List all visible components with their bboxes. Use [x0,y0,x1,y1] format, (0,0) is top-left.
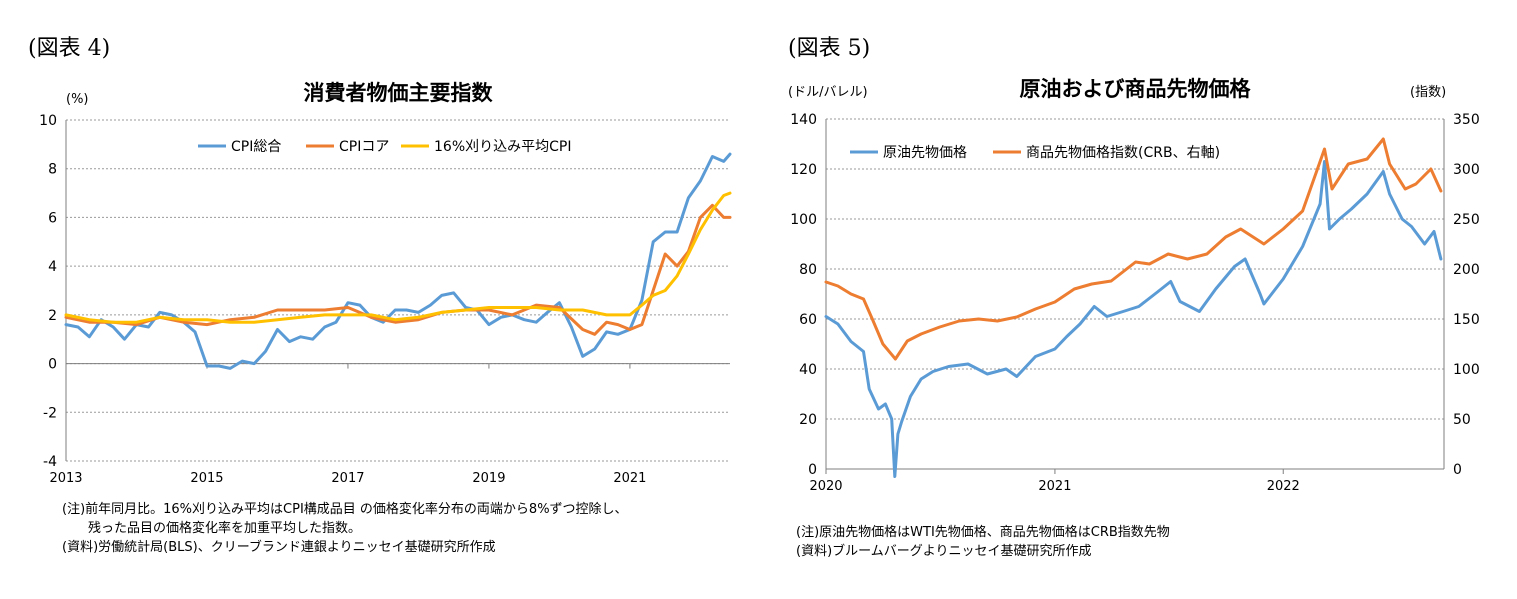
footnote-source: (資料)ブルームバーグよりニッセイ基礎研究所作成 [796,544,1092,559]
footnote-note-continued: 残った品目の価格変化率を加重平均した指数。 [88,521,362,536]
y2-axis-title: (指数) [1410,85,1446,100]
x-tick-label: 2020 [809,479,842,494]
x-tick-label: 2015 [190,471,223,486]
y-tick-label: 80 [799,262,817,278]
y2-tick-label: 300 [1453,162,1480,178]
x-tick-label: 2019 [472,471,505,486]
y-axis-title: (ドル/バレル) [788,85,868,100]
legend-label: 原油先物価格 [883,145,967,161]
x-tick-label: 2017 [331,471,364,486]
chart-title: 原油および商品先物価格 [1020,77,1252,101]
commodity-line-chart: 原油および商品先物価格14012010080604020035030025020… [788,77,1480,494]
y2-tick-label: 50 [1453,412,1471,428]
chart-title: 消費者物価主要指数 [304,81,494,105]
y2-tick-label: 350 [1453,112,1480,128]
y2-tick-label: 200 [1453,262,1480,278]
legend-label: 商品先物価格指数(CRB、右軸) [1026,145,1220,161]
y-tick-label: 40 [799,362,817,378]
chart-panel-commodities: (図表 5) 原油および商品先物価格 140 120 100 80 60 40 20 0 350 3… [758,0,1517,599]
y-tick-label: -4 [43,454,57,470]
y2-tick-label: 150 [1453,312,1480,328]
series-line-1 [824,137,1443,361]
x-tick-label: 2021 [1038,479,1071,494]
x-tick-label: 2021 [613,471,646,486]
footnote-note: (注)原油先物価格はWTI先物価格、商品先物価格はCRB指数先物 [796,525,1170,540]
footnote-note: (注)前年同月比。16%刈り込み平均はCPI構成品目 の価格変化率分布の両端から… [62,502,628,517]
y-tick-label: -2 [43,405,57,421]
y-tick-label: 4 [48,259,57,275]
y-tick-label: 0 [808,462,817,478]
y-tick-label: 100 [790,212,817,228]
y-tick-label: 2 [48,308,57,324]
figure-label: (図表 4) [28,36,111,61]
y-tick-label: 10 [39,113,57,129]
y2-tick-label: 100 [1453,362,1480,378]
y2-tick-label: 250 [1453,212,1480,228]
chart-panel-cpi: (図表 4) 消費者物価主要指数 10 8 6 4 2 0 -2 -4 2013 2015 2017 2… [0,0,758,599]
legend-label: CPIコア [339,139,389,155]
footnote-source: (資料)労働統計局(BLS)、クリーブランド連銀よりニッセイ基礎研究所作成 [62,540,496,555]
figure-label: (図表 5) [788,36,871,61]
y-tick-label: 20 [799,412,817,428]
series-line-0 [64,152,732,370]
y-tick-label: 6 [48,210,57,226]
x-tick-label: 2013 [49,471,82,486]
series-line-2 [64,191,732,324]
series-line-0 [824,160,1443,478]
y2-tick-label: 0 [1453,462,1462,478]
x-tick-label: 2022 [1267,479,1300,494]
y-axis-title: (%) [66,92,89,107]
y-tick-label: 0 [48,357,57,373]
y-tick-label: 8 [48,162,57,178]
y-tick-label: 120 [790,162,817,178]
legend-label: 16%刈り込み平均CPI [434,139,571,155]
legend-label: CPI総合 [231,139,281,155]
y-tick-label: 60 [799,312,817,328]
y-tick-label: 140 [790,112,817,128]
